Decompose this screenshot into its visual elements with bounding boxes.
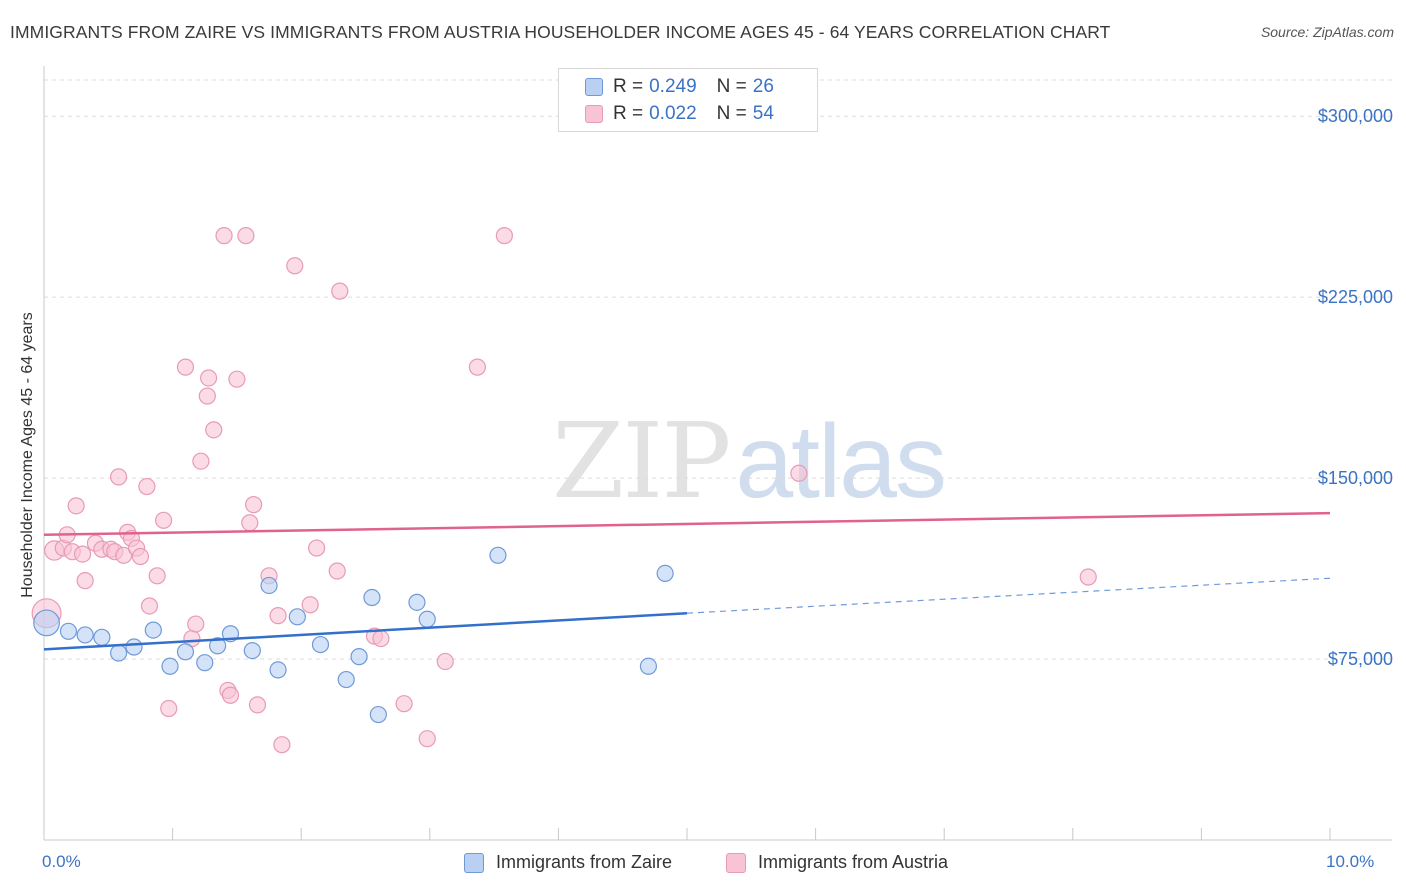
austria-point [395, 695, 413, 713]
austria-point [221, 686, 240, 704]
legend-label-zaire: Immigrants from Zaire [496, 852, 673, 872]
zaire-point [93, 628, 111, 646]
austria-point [790, 464, 808, 482]
zaire-point [76, 626, 94, 644]
austria-point [1079, 568, 1097, 586]
zaire-point [109, 644, 128, 662]
austria-point [140, 597, 159, 615]
zaire-point [363, 588, 381, 607]
austria-point [109, 468, 128, 486]
watermark-zip: ZIP [552, 400, 731, 522]
legend-n-key: N = [716, 103, 747, 124]
austria-point [198, 387, 216, 405]
y-tick-label: $225,000 [1318, 287, 1393, 307]
zaire-point [161, 657, 179, 675]
legend-n-value: 26 [752, 76, 774, 97]
austria-point [269, 607, 287, 625]
austria-point [200, 369, 218, 387]
zaire-trendline-extension [686, 577, 1331, 614]
austria-point [160, 699, 178, 718]
austria-point [241, 514, 259, 532]
austria-point [372, 629, 390, 648]
austria-point [67, 497, 85, 515]
watermark: ZIPatlas [552, 400, 947, 522]
zaire-point [260, 576, 278, 595]
austria-point [115, 546, 133, 564]
zaire-point [350, 648, 368, 666]
zaire-point [639, 657, 658, 675]
austria-point [131, 547, 150, 566]
zaire-point [337, 670, 355, 689]
austria-point [286, 257, 304, 275]
zaire-point [196, 654, 214, 672]
austria-point [495, 227, 513, 245]
austria-point [328, 562, 346, 580]
legend-r-value: 0.249 [649, 76, 697, 97]
legend-n-value: 54 [752, 103, 774, 124]
legend-r-value: 0.022 [649, 103, 697, 124]
austria-swatch-icon [585, 105, 603, 123]
austria-trendline [43, 511, 1331, 537]
watermark-atlas: atlas [735, 404, 947, 520]
legend-item-zaire[interactable]: Immigrants from Zaire [464, 852, 672, 873]
source-label: Source: ZipAtlas.com [1260, 24, 1394, 40]
austria-point [301, 596, 319, 614]
austria-point [245, 496, 263, 514]
austria-point [418, 730, 436, 748]
austria-point [187, 615, 205, 633]
austria-point [436, 652, 454, 671]
zaire-point [243, 642, 261, 660]
austria-point [76, 572, 94, 590]
y-tick-label: $75,000 [1328, 649, 1393, 669]
austria-point [273, 736, 291, 754]
zaire-point [59, 622, 78, 640]
zaire-point [33, 609, 60, 637]
austria-point [331, 282, 349, 300]
austria-point [237, 227, 255, 245]
zaire-point [369, 705, 387, 724]
legend-row-austria: R = 0.022 N = 54 [585, 102, 774, 126]
austria-point [248, 696, 267, 714]
austria-point [308, 539, 326, 557]
x-tick-label-min: 0.0% [42, 852, 81, 871]
austria-point [73, 545, 92, 563]
austria-point [205, 421, 223, 439]
austria-point [176, 358, 195, 376]
zaire-point [288, 608, 306, 626]
zaire-point [144, 621, 162, 639]
zaire-swatch-icon [585, 78, 603, 96]
austria-point [154, 511, 173, 529]
austria-point [138, 477, 156, 496]
zaire-point [656, 564, 674, 582]
legend-label-austria: Immigrants from Austria [758, 852, 949, 872]
austria-point [192, 452, 210, 470]
austria-swatch-icon [726, 852, 746, 873]
zaire-point [489, 546, 507, 564]
zaire-point [408, 593, 426, 611]
correlation-legend: R = 0.249 N = 26 R = 0.022 N = 54 [558, 68, 818, 132]
zaire-point [209, 637, 227, 655]
austria-point [228, 370, 246, 388]
chart-title: IMMIGRANTS FROM ZAIRE VS IMMIGRANTS FROM… [10, 22, 1111, 42]
legend-r-key: R = [613, 76, 644, 97]
y-tick-label: $300,000 [1318, 106, 1393, 126]
zaire-swatch-icon [464, 852, 484, 873]
austria-point [215, 227, 233, 245]
legend-item-austria[interactable]: Immigrants from Austria [726, 852, 948, 873]
legend-n-key: N = [716, 76, 747, 97]
zaire-point [176, 643, 195, 661]
austria-point [468, 358, 486, 376]
zaire-trendline [43, 611, 688, 651]
legend-r-key: R = [613, 103, 644, 124]
y-tick-label: $150,000 [1318, 468, 1393, 488]
legend-row-zaire: R = 0.249 N = 26 [585, 75, 774, 99]
zaire-point [269, 661, 287, 679]
zaire-point [311, 635, 330, 654]
zaire-point [125, 638, 143, 656]
x-tick-label-max: 10.0% [1326, 852, 1375, 871]
austria-point [148, 567, 166, 585]
y-axis-label: Householder Income Ages 45 - 64 years [19, 312, 36, 598]
zaire-point [418, 610, 436, 628]
